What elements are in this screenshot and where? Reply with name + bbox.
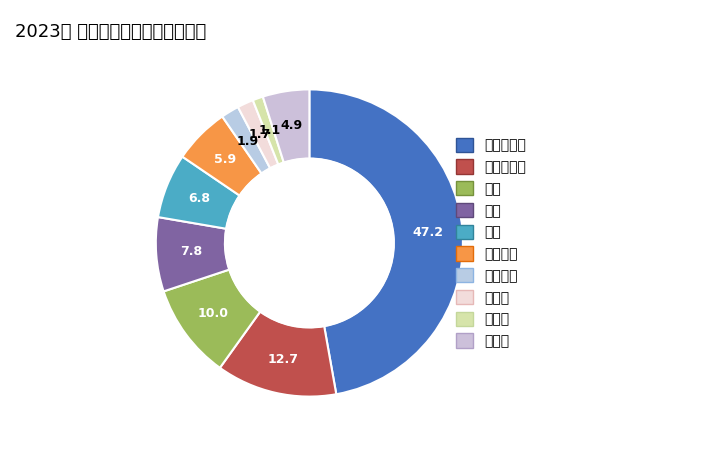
Wedge shape	[253, 97, 284, 164]
Text: 1.1: 1.1	[258, 124, 280, 137]
Wedge shape	[182, 117, 261, 195]
Wedge shape	[164, 270, 260, 368]
Wedge shape	[222, 107, 270, 173]
Wedge shape	[158, 157, 240, 229]
Text: 6.8: 6.8	[188, 192, 210, 205]
Text: 4.9: 4.9	[280, 119, 302, 132]
Text: 571億円: 571億円	[284, 252, 335, 270]
Text: 1.9: 1.9	[237, 135, 259, 148]
Wedge shape	[309, 90, 463, 394]
Circle shape	[225, 158, 394, 328]
Legend: フィリピン, マレーシア, 中国, タイ, 米国, ベトナム, オランダ, スイス, ドイツ, その他: フィリピン, マレーシア, 中国, タイ, 米国, ベトナム, オランダ, スイ…	[451, 132, 531, 354]
Text: 総 額: 総 額	[297, 222, 322, 240]
Wedge shape	[263, 90, 309, 162]
Text: 7.8: 7.8	[180, 245, 202, 258]
Wedge shape	[238, 100, 278, 168]
Wedge shape	[220, 312, 336, 396]
Text: 2023年 輸出相手国のシェア（％）: 2023年 輸出相手国のシェア（％）	[15, 22, 206, 40]
Text: 47.2: 47.2	[413, 226, 443, 239]
Text: 5.9: 5.9	[214, 153, 236, 166]
Text: 1.7: 1.7	[248, 128, 271, 141]
Text: 12.7: 12.7	[268, 353, 298, 365]
Wedge shape	[156, 217, 229, 292]
Text: 10.0: 10.0	[198, 307, 229, 320]
